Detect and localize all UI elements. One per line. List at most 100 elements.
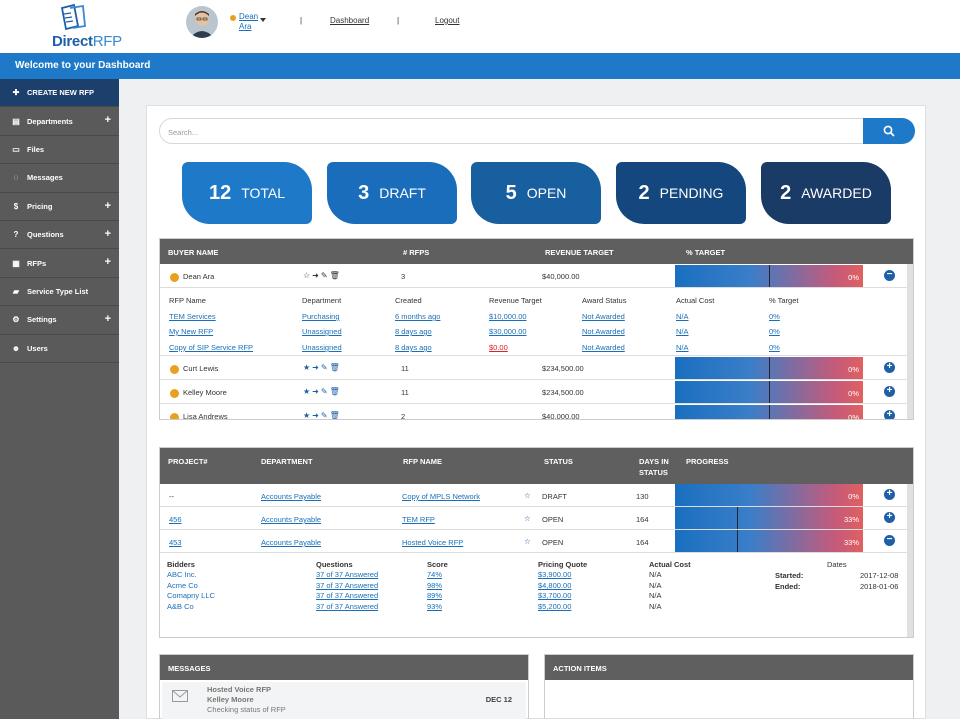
search-button[interactable]	[863, 118, 915, 144]
revenue-link[interactable]: $30,000.00	[489, 327, 527, 336]
actual-cost-link[interactable]: N/A	[676, 327, 689, 336]
expand-plus-icon[interactable]: +	[884, 512, 895, 523]
stat-total-button[interactable]: 12 TOTAL	[182, 162, 312, 224]
table-row[interactable]: Dean Ara ☆➜✎🗑 3 $40,000.00 0% −	[160, 264, 913, 288]
star-icon[interactable]: ★	[303, 411, 313, 420]
department-link[interactable]: Unassigned	[302, 327, 342, 336]
expand-plus-icon[interactable]: +	[884, 362, 895, 373]
scrollbar[interactable]	[907, 484, 913, 637]
score-link[interactable]: 89%	[427, 591, 443, 600]
table-row[interactable]: -- Accounts Payable Copy of MPLS Network…	[160, 484, 913, 507]
edit-icon[interactable]: ✎	[320, 271, 330, 280]
expand-plus-icon[interactable]: +	[884, 386, 895, 397]
expand-plus-icon[interactable]: +	[884, 489, 895, 500]
sidebar-item-departments[interactable]: ▤ Departments +	[0, 107, 119, 136]
chevron-down-icon[interactable]	[260, 18, 266, 22]
collapse-minus-icon[interactable]: −	[884, 270, 895, 281]
expand-plus-icon[interactable]: +	[104, 313, 111, 326]
collapse-minus-icon[interactable]: −	[884, 535, 895, 546]
sidebar-item-questions[interactable]: ? Questions +	[0, 221, 119, 250]
revenue-link[interactable]: $0.00	[489, 343, 508, 352]
stat-draft-button[interactable]: 3 DRAFT	[327, 162, 457, 224]
search-input[interactable]: Search...	[159, 118, 865, 144]
expand-plus-icon[interactable]: +	[104, 114, 111, 127]
row-actions[interactable]: ★➜✎🗑	[303, 387, 342, 396]
trash-icon[interactable]: 🗑	[329, 411, 342, 420]
score-link[interactable]: 93%	[427, 602, 443, 611]
expand-plus-icon[interactable]: +	[104, 199, 111, 212]
table-row[interactable]: 456 Accounts Payable TEM RFP ☆ OPEN 164 …	[160, 507, 913, 530]
target-link[interactable]: 0%	[769, 312, 780, 321]
stat-pending-button[interactable]: 2 PENDING	[616, 162, 746, 224]
rfp-link[interactable]: TEM RFP	[402, 515, 435, 524]
sidebar-item-files[interactable]: ▭ Files	[0, 136, 119, 165]
bidder-name[interactable]: ABC Inc.	[167, 570, 197, 579]
stat-awarded-button[interactable]: 2 AWARDED	[761, 162, 891, 224]
brand-name[interactable]: DirectRFP	[52, 33, 122, 50]
message-item[interactable]: Hosted Voice RFP Kelley Moore Checking s…	[162, 682, 526, 719]
edit-icon[interactable]: ✎	[320, 387, 330, 396]
bidder-name[interactable]: A&B Co	[167, 602, 194, 611]
questions-link[interactable]: 37 of 37 Answered	[316, 591, 379, 600]
table-row[interactable]: 453 Accounts Payable Hosted Voice RFP ☆ …	[160, 530, 913, 553]
questions-link[interactable]: 37 of 37 Answered	[316, 602, 379, 611]
rfp-link[interactable]: TEM Services	[169, 312, 216, 321]
department-link[interactable]: Accounts Payable	[261, 538, 322, 547]
department-link[interactable]: Unassigned	[302, 343, 342, 352]
award-status-link[interactable]: Not Awarded	[582, 327, 625, 336]
row-actions[interactable]: ★➜✎🗑	[303, 411, 342, 420]
rfp-link[interactable]: My New RFP	[169, 327, 214, 336]
table-row[interactable]: Curt Lewis ★➜✎🗑 11 $234,500.00 0% +	[160, 356, 913, 380]
sidebar-item-messages[interactable]: ◌ Messages	[0, 164, 119, 193]
avatar[interactable]	[186, 6, 218, 38]
created-link[interactable]: 6 months ago	[395, 312, 441, 321]
table-row[interactable]: Lisa Andrews ★➜✎🗑 2 $40,000.00 0% +	[160, 404, 913, 420]
table-row[interactable]: Kelley Moore ★➜✎🗑 11 $234,500.00 0% +	[160, 380, 913, 404]
sidebar-item-rfps[interactable]: ▦ RFPs +	[0, 249, 119, 278]
target-link[interactable]: 0%	[769, 343, 780, 352]
star-icon[interactable]: ★	[303, 363, 313, 372]
star-outline-icon[interactable]: ☆	[524, 537, 531, 546]
row-actions[interactable]: ☆➜✎🗑	[303, 271, 342, 280]
sidebar-item-pricing[interactable]: $ Pricing +	[0, 193, 119, 221]
department-link[interactable]: Purchasing	[302, 312, 340, 321]
department-link[interactable]: Accounts Payable	[261, 492, 322, 501]
pricing-link[interactable]: $3,700.00	[538, 591, 572, 600]
user-menu-link[interactable]: Dean Ara	[239, 12, 259, 31]
rfp-link[interactable]: Copy of MPLS Network	[402, 492, 480, 501]
pin-icon[interactable]: ➜	[312, 363, 321, 372]
department-link[interactable]: Accounts Payable	[261, 515, 322, 524]
pricing-link[interactable]: $3,900.00	[538, 570, 572, 579]
scrollbar[interactable]	[907, 264, 913, 419]
rfp-link[interactable]: Copy of SIP Service RFP	[169, 343, 254, 352]
score-link[interactable]: 74%	[427, 570, 443, 579]
expand-plus-icon[interactable]: +	[104, 256, 111, 269]
expand-plus-icon[interactable]: +	[104, 227, 111, 240]
pin-icon[interactable]: ➜	[312, 411, 321, 420]
pricing-link[interactable]: $5,200.00	[538, 602, 572, 611]
sidebar-item-users[interactable]: ☻ Users	[0, 335, 119, 363]
created-link[interactable]: 8 days ago	[395, 343, 432, 352]
award-status-link[interactable]: Not Awarded	[582, 312, 625, 321]
trash-icon[interactable]: 🗑	[329, 271, 342, 280]
actual-cost-link[interactable]: N/A	[676, 343, 689, 352]
logout-link[interactable]: Logout	[435, 16, 460, 25]
bidder-name[interactable]: Acme Co	[167, 581, 198, 590]
star-outline-icon[interactable]: ☆	[524, 514, 531, 523]
edit-icon[interactable]: ✎	[320, 363, 330, 372]
trash-icon[interactable]: 🗑	[329, 363, 342, 372]
sidebar-item-create-new-rfp[interactable]: ✚ CREATE NEW RFP	[0, 79, 119, 108]
award-status-link[interactable]: Not Awarded	[582, 343, 625, 352]
created-link[interactable]: 8 days ago	[395, 327, 432, 336]
star-icon[interactable]: ★	[303, 387, 313, 396]
expand-plus-icon[interactable]: +	[884, 410, 895, 419]
sidebar-item-settings[interactable]: ⚙ Settings +	[0, 306, 119, 335]
stat-open-button[interactable]: 5 OPEN	[471, 162, 601, 224]
questions-link[interactable]: 37 of 37 Answered	[316, 570, 379, 579]
score-link[interactable]: 98%	[427, 581, 443, 590]
rfp-link[interactable]: Hosted Voice RFP	[402, 538, 464, 547]
target-link[interactable]: 0%	[769, 327, 780, 336]
trash-icon[interactable]: 🗑	[329, 387, 342, 396]
star-outline-icon[interactable]: ☆	[524, 491, 531, 500]
dashboard-link[interactable]: Dashboard	[330, 16, 370, 25]
